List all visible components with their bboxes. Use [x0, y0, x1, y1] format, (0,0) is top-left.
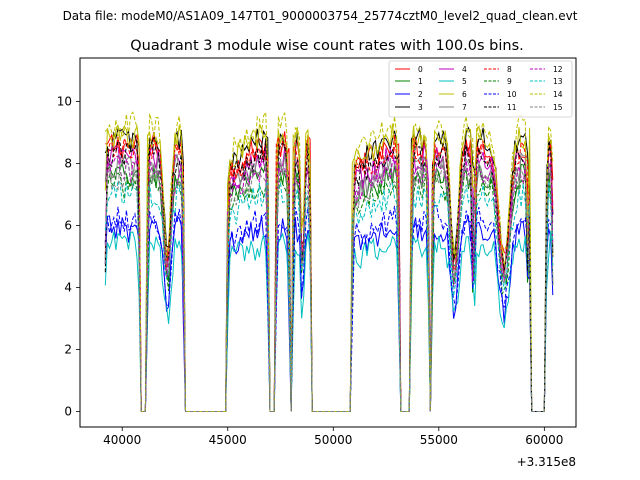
series-line-15 [104, 161, 554, 412]
legend-label-7: 7 [462, 103, 467, 112]
x-axis-ticks: 40000 45000 50000 55000 60000 [103, 427, 563, 447]
series-line-5 [104, 230, 554, 412]
legend-label-9: 9 [507, 77, 512, 86]
legend-label-11: 11 [507, 103, 517, 112]
figure-suptitle: Data file: modeM0/AS1A09_147T01_90000037… [63, 9, 578, 23]
legend-label-4: 4 [462, 65, 467, 74]
legend-label-14: 14 [553, 90, 563, 99]
legend-box [388, 60, 573, 118]
y-tick-label: 4 [64, 280, 72, 294]
x-offset-label: +3.315e8 [517, 455, 576, 469]
plot-frame [79, 57, 577, 428]
legend-label-1: 1 [418, 77, 423, 86]
x-tick-label: 45000 [209, 433, 247, 447]
legend-label-12: 12 [553, 65, 563, 74]
x-tick-label: 60000 [525, 433, 563, 447]
legend-label-5: 5 [462, 77, 467, 86]
legend-label-3: 3 [418, 103, 423, 112]
y-tick-label: 2 [64, 342, 72, 356]
x-tick-label: 40000 [103, 433, 141, 447]
series-line-14 [104, 110, 554, 412]
series-line-11 [104, 138, 554, 412]
y-tick-label: 0 [64, 404, 72, 418]
chart-title: Quadrant 3 module wise count rates with … [130, 38, 524, 54]
y-tick-label: 8 [64, 156, 72, 170]
series-line-13 [104, 177, 554, 412]
legend-label-10: 10 [507, 90, 517, 99]
y-tick-label: 6 [64, 218, 72, 232]
legend-label-8: 8 [507, 65, 512, 74]
legend-label-2: 2 [418, 90, 423, 99]
series-line-10 [104, 205, 554, 412]
legend-label-0: 0 [418, 65, 423, 74]
legend-label-15: 15 [553, 103, 563, 112]
legend-label-13: 13 [553, 77, 563, 86]
legend-label-6: 6 [462, 90, 467, 99]
x-tick-label: 50000 [314, 433, 352, 447]
y-axis-ticks: 0 2 4 6 8 10 [57, 94, 80, 418]
y-tick-label: 10 [57, 94, 72, 108]
x-tick-label: 55000 [420, 433, 458, 447]
plot-series-layer [104, 110, 554, 412]
